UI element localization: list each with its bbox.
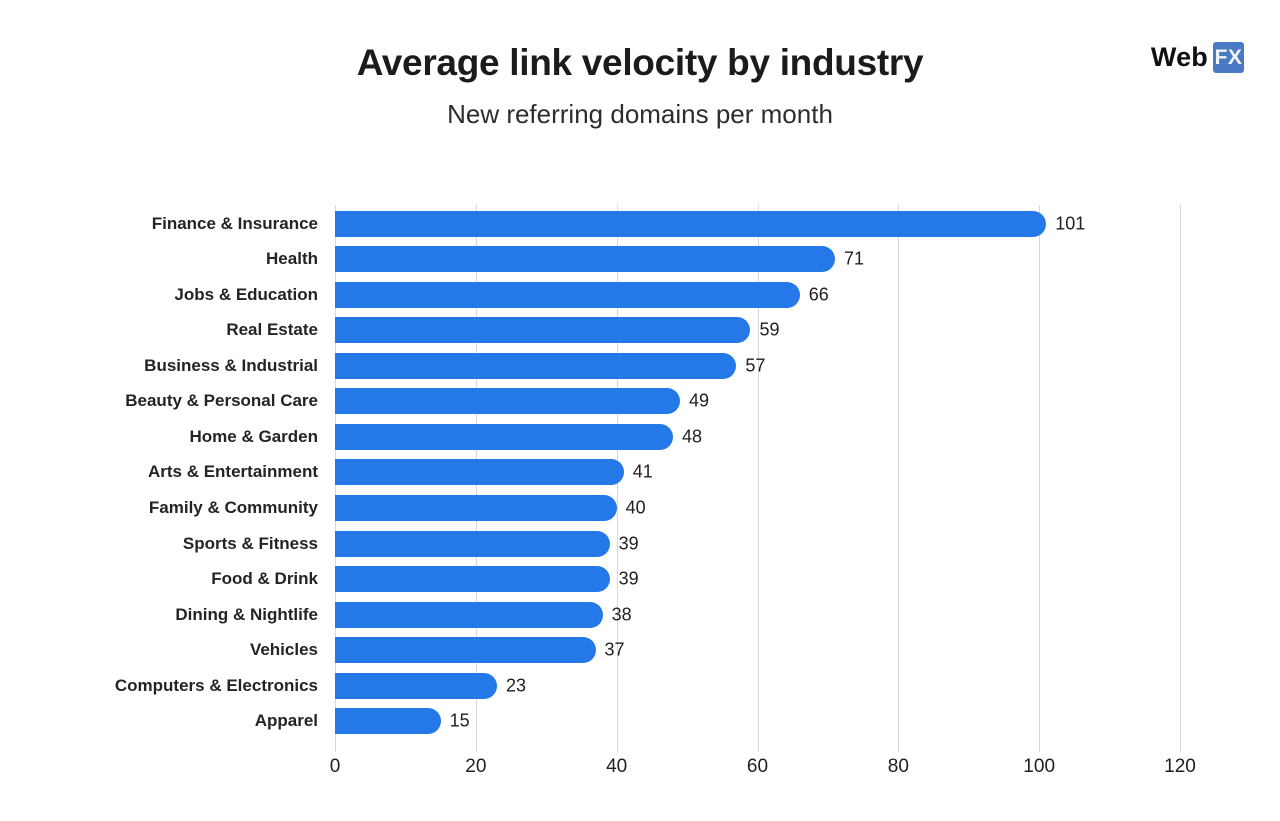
bar-value-label: 59 [759, 319, 780, 340]
bar [335, 246, 835, 273]
category-label: Home & Garden [189, 426, 318, 446]
category-label: Finance & Insurance [151, 213, 318, 233]
category-label: Family & Community [148, 498, 318, 518]
logo-fx-badge: FX [1213, 42, 1244, 73]
category-label: Arts & Entertainment [147, 462, 318, 482]
x-axis-tick-label: 100 [1023, 756, 1056, 777]
bar-value-label: 37 [604, 639, 625, 660]
bar-track: 38 [335, 601, 1280, 628]
bar-value-label: 23 [505, 675, 526, 696]
gridline [1039, 205, 1041, 752]
x-axis-tick-label: 40 [606, 756, 628, 777]
bar-value-label: 38 [611, 604, 632, 625]
bar-track: 40 [335, 495, 1280, 522]
bar-value-label: 39 [618, 533, 639, 554]
bar-track: 59 [335, 317, 1280, 344]
category-label: Apparel [254, 711, 318, 731]
bar-track: 23 [335, 672, 1280, 699]
chart-row: Home & Garden 48 [0, 419, 1280, 455]
bar [335, 317, 751, 344]
bar-track: 49 [335, 388, 1280, 415]
bar [335, 459, 624, 486]
category-label: Sports & Fitness [182, 533, 318, 553]
chart-row: Computers & Electronics 23 [0, 668, 1280, 704]
category-label: Health [266, 249, 318, 269]
bar-value-label: 41 [632, 461, 653, 482]
chart-title: Average link velocity by industry [356, 42, 924, 83]
chart-row: Beauty & Personal Care 49 [0, 384, 1280, 420]
category-label: Vehicles [249, 640, 318, 660]
bar-track: 39 [335, 566, 1280, 593]
bar [335, 708, 441, 735]
bar-track: 71 [335, 246, 1280, 273]
bar-value-label: 39 [618, 568, 639, 589]
bar-value-label: 57 [745, 355, 766, 376]
chart-subtitle: New referring domains per month [447, 99, 833, 129]
category-label: Food & Drink [211, 569, 318, 589]
chart-row: Sports & Fitness 39 [0, 526, 1280, 562]
bar-track: 15 [335, 708, 1280, 735]
chart-row: Jobs & Education 66 [0, 277, 1280, 313]
bar-track: 48 [335, 423, 1280, 450]
chart-row: Health 71 [0, 242, 1280, 278]
bar-value-label: 49 [689, 390, 710, 411]
bar [335, 388, 681, 415]
category-label: Jobs & Education [174, 284, 318, 304]
chart-row: Business & Industrial 57 [0, 348, 1280, 384]
bar [335, 423, 673, 450]
x-axis: 0 20 40 60 80 100 120 [0, 756, 1280, 782]
category-label: Real Estate [226, 320, 318, 340]
bar-track: 101 [335, 210, 1280, 237]
gridline [898, 205, 900, 752]
chart-row: Dining & Nightlife 38 [0, 597, 1280, 633]
bar-track: 37 [335, 637, 1280, 664]
category-label: Business & Industrial [144, 355, 318, 375]
chart-row: Vehicles 37 [0, 632, 1280, 668]
category-label: Dining & Nightlife [175, 604, 318, 624]
chart-row: Finance & Insurance 101 [0, 206, 1280, 242]
bar [335, 352, 737, 379]
bar-value-label: 15 [449, 710, 470, 731]
bar-value-label: 71 [843, 248, 864, 269]
chart-row: Food & Drink 39 [0, 561, 1280, 597]
chart-row: Apparel 15 [0, 703, 1280, 739]
bar-track: 66 [335, 281, 1280, 308]
bar-value-label: 66 [808, 284, 829, 305]
logo-text-web: Web [1150, 42, 1208, 72]
bar-rows: Finance & Insurance 101 Health 71 Jobs & Edu… [0, 206, 1280, 739]
bar [335, 566, 610, 593]
x-axis-tick-label: 120 [1164, 756, 1196, 777]
bar [335, 672, 497, 699]
webfx-logo: Web FX [1151, 42, 1244, 73]
x-axis-tick-label: 20 [465, 756, 487, 777]
chart-row: Arts & Entertainment 41 [0, 455, 1280, 491]
chart-row: Real Estate 59 [0, 313, 1280, 349]
bar-value-label: 101 [1055, 213, 1086, 234]
bar-track: 57 [335, 352, 1280, 379]
category-label: Computers & Electronics [114, 675, 318, 695]
bar [335, 281, 800, 308]
bar-value-label: 40 [625, 497, 646, 518]
bar-value-label: 48 [682, 426, 703, 447]
x-axis-tick-label: 60 [746, 756, 769, 777]
gridline [757, 205, 759, 752]
category-label: Beauty & Personal Care [125, 391, 318, 411]
bar-track: 41 [335, 459, 1280, 486]
bar [335, 530, 610, 557]
x-axis-tick-label: 0 [329, 756, 341, 777]
x-axis-tick-label: 80 [887, 756, 909, 777]
bar [335, 495, 617, 522]
chart-row: Family & Community 40 [0, 490, 1280, 526]
bar [335, 637, 596, 664]
bar-track: 39 [335, 530, 1280, 557]
bar [335, 210, 1047, 237]
bar [335, 601, 603, 628]
gridline [1180, 205, 1181, 752]
